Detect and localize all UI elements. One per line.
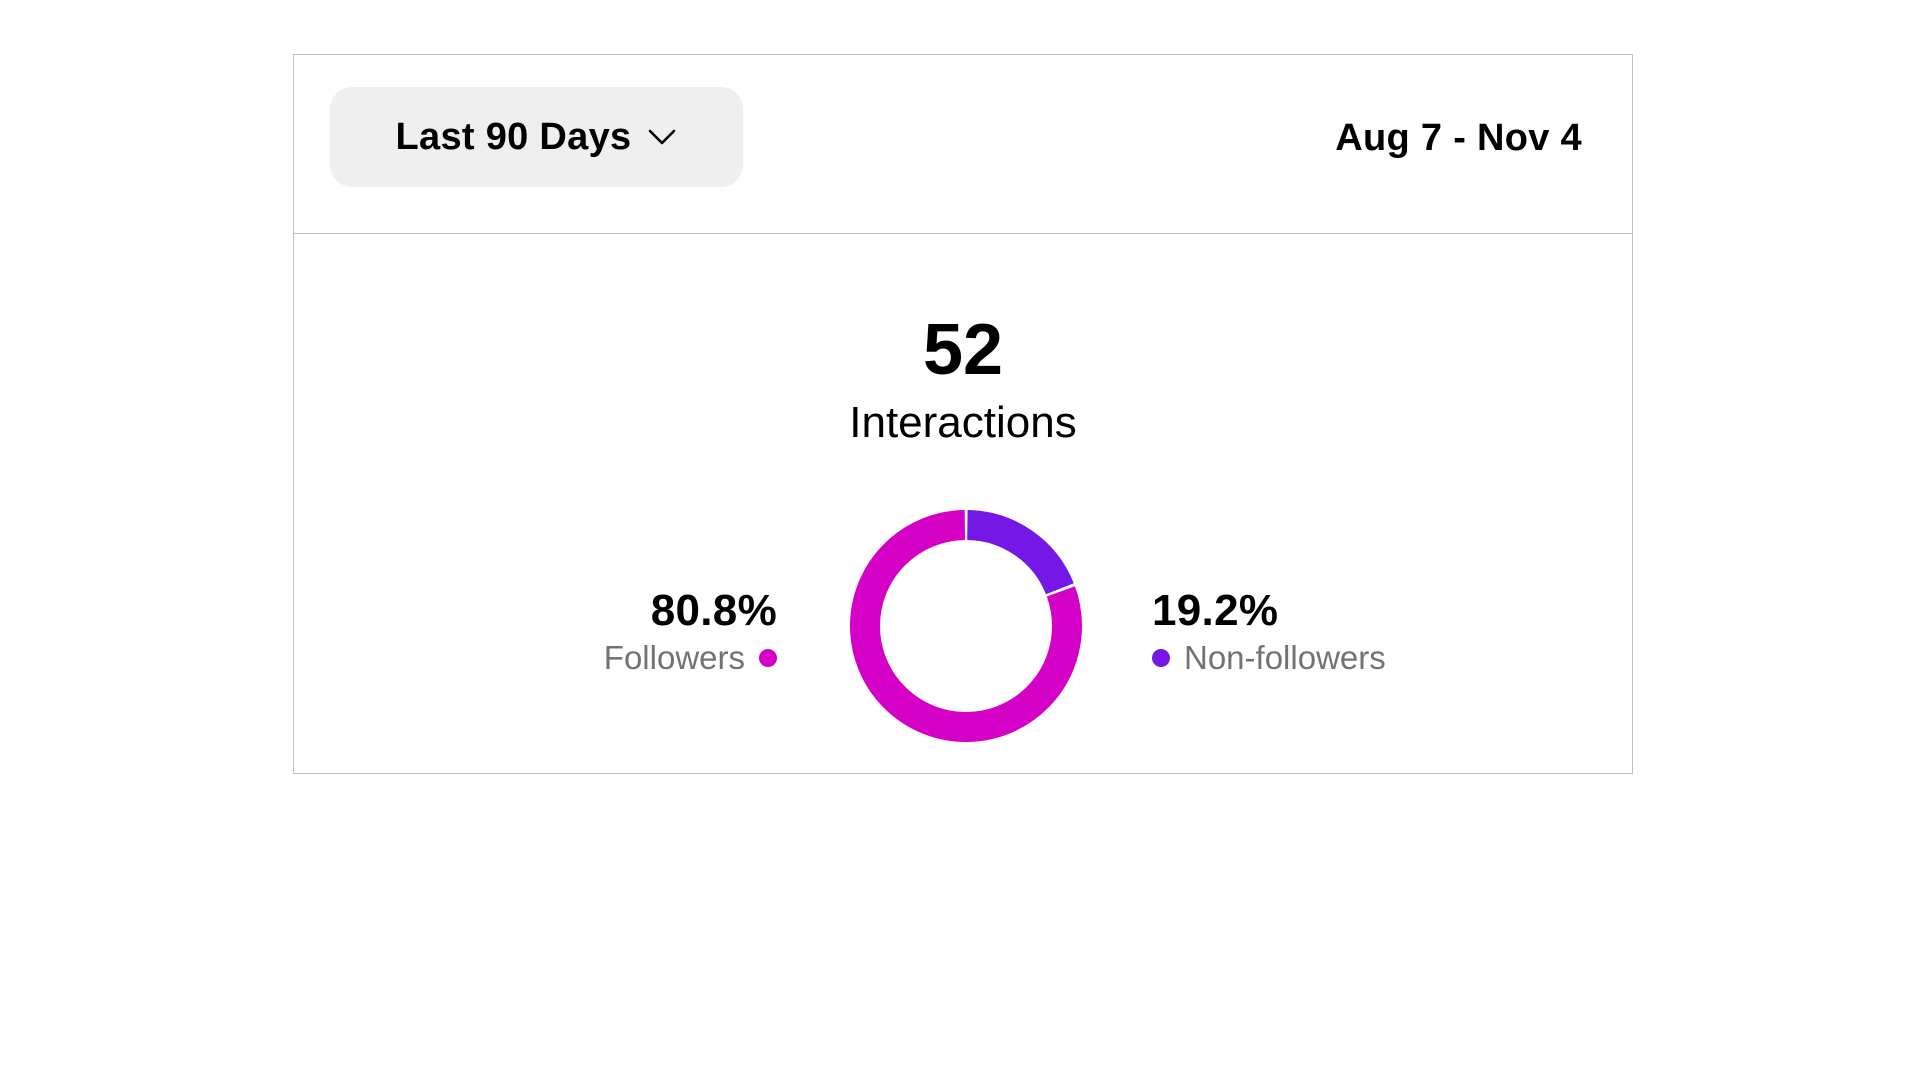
interactions-label: Interactions [849,398,1077,447]
card-header: Last 90 Days Aug 7 - Nov 4 [294,55,1632,234]
date-range-dropdown[interactable]: Last 90 Days [330,87,743,187]
followers-label: Followers [603,639,745,676]
interactions-donut-chart [850,510,1082,742]
interactions-card: Last 90 Days Aug 7 - Nov 4 52 Interactio… [293,54,1633,774]
chevron-down-icon [649,129,676,145]
date-range-text: Aug 7 - Nov 4 [1335,117,1582,159]
legend-non-followers: 19.2% Non-followers [1152,589,1386,674]
legend-followers: 80.8% Followers [604,589,777,674]
non-followers-label: Non-followers [1184,639,1386,676]
date-range-dropdown-label: Last 90 Days [395,115,632,158]
card-body: 52 Interactions 80.8% Followers 19.2% No… [294,234,1632,774]
non-followers-dot [1152,648,1170,667]
followers-percent: 80.8% [650,586,777,635]
interactions-total: 52 [922,310,1004,390]
donut-slice-followers [850,510,1082,742]
non-followers-percent: 19.2% [1152,586,1279,635]
followers-dot [759,648,777,667]
